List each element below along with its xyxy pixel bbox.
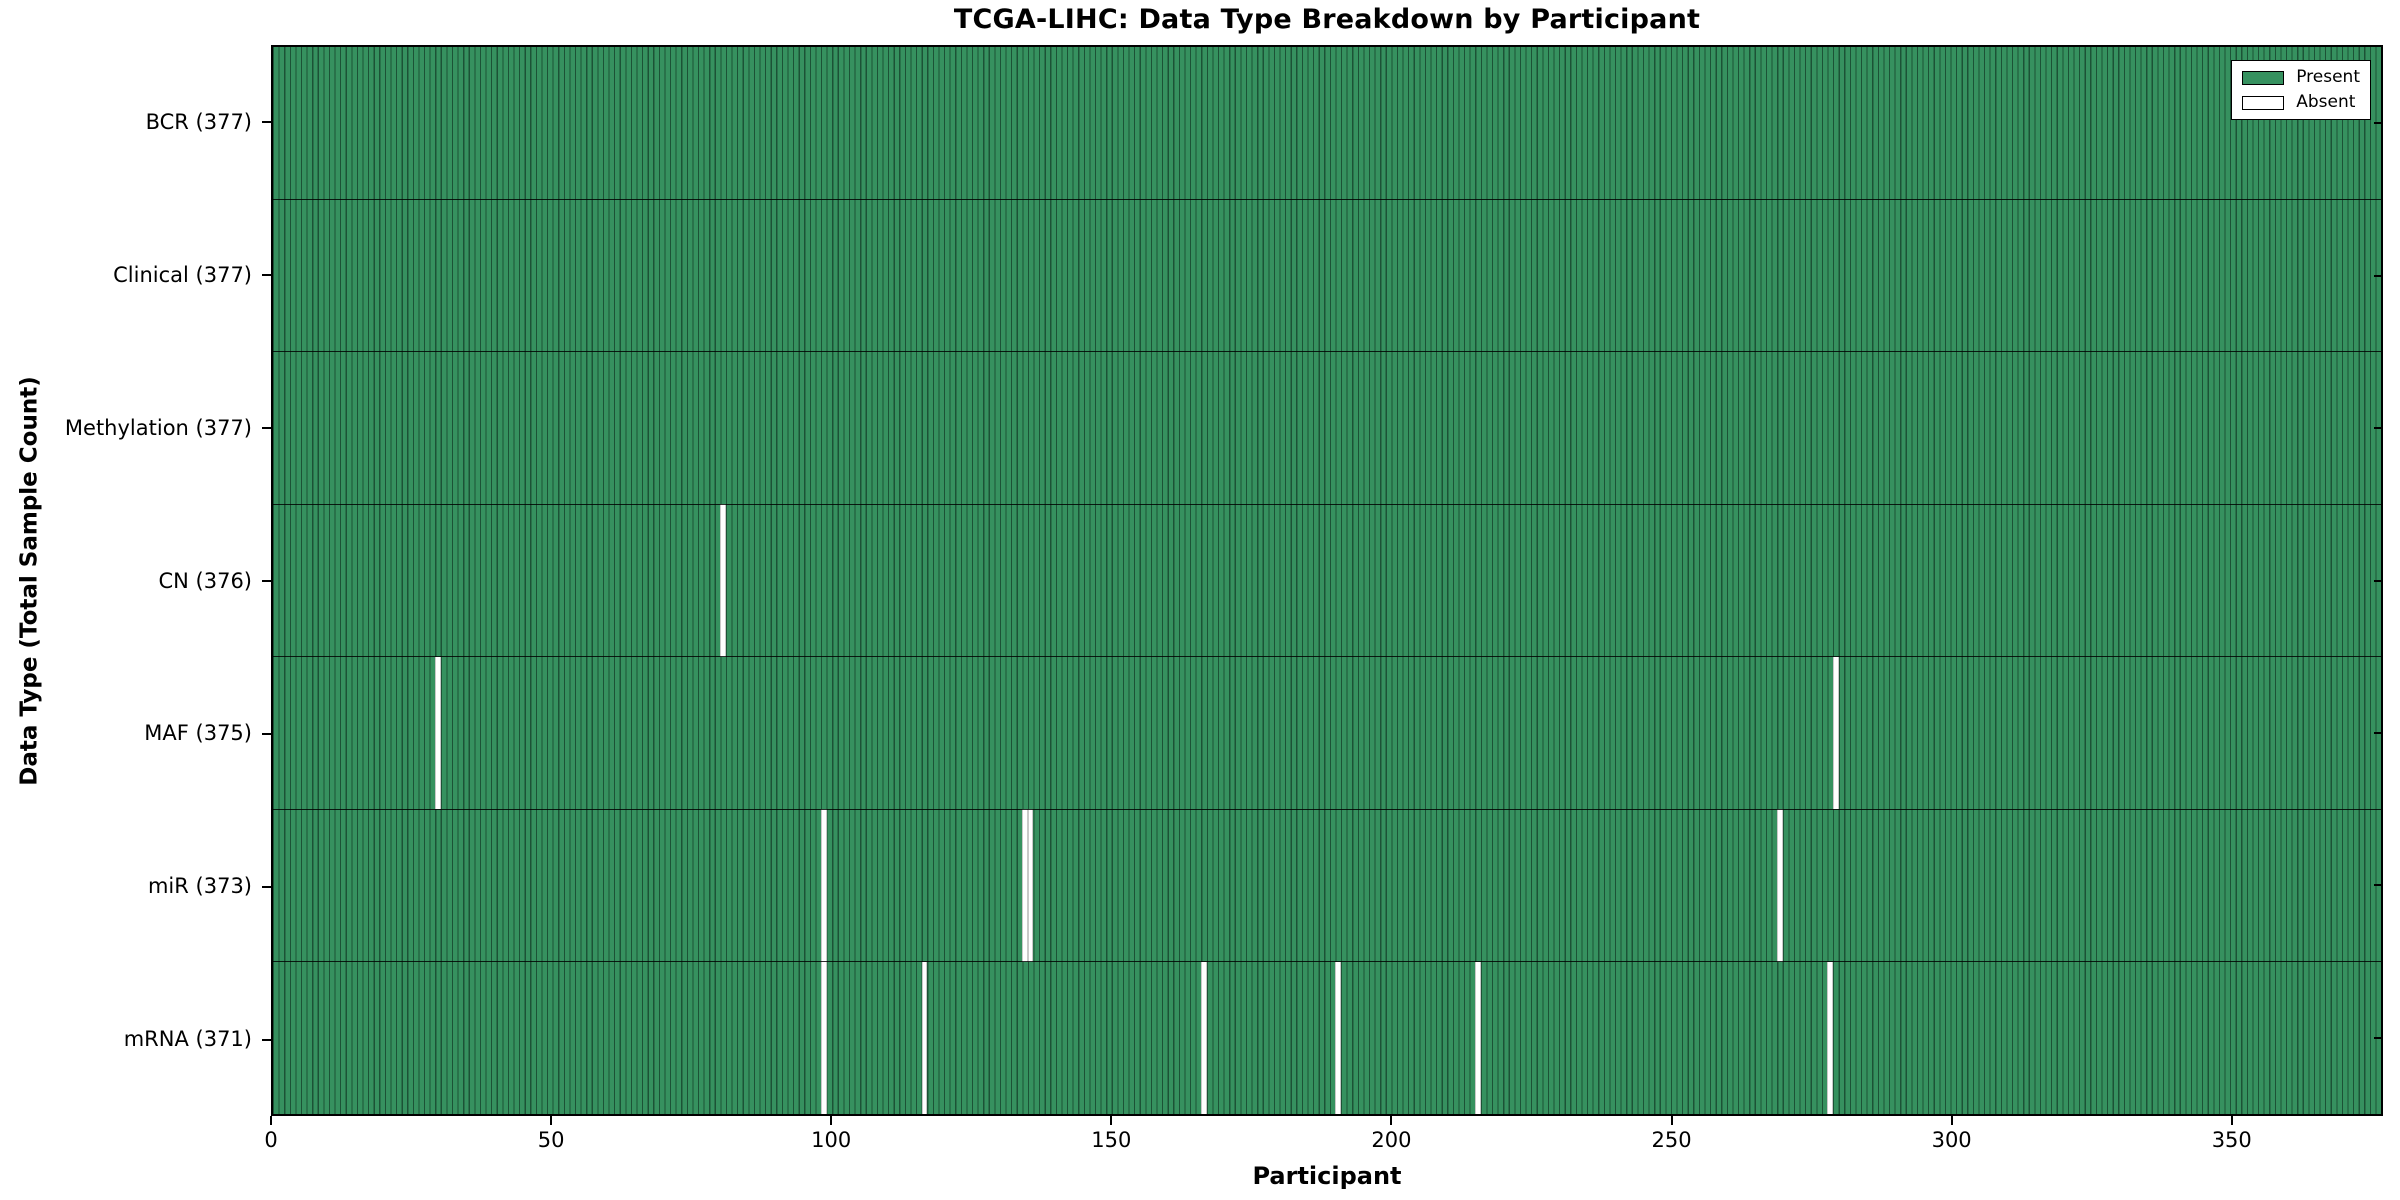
x-tick-mark-250 <box>1670 1116 1673 1125</box>
x-tick-label-200: 200 <box>1371 1128 1412 1152</box>
present-swatch-icon <box>2242 70 2285 85</box>
absent-gap-mrna-215 <box>1475 961 1481 1114</box>
absent-gap-cn-80 <box>720 504 726 657</box>
right-tick-mark <box>2374 884 2381 887</box>
absent-gap-mrna-166 <box>1201 961 1207 1114</box>
y-tick-mark <box>262 120 271 123</box>
absent-gap-mir-135 <box>1027 809 1034 962</box>
row-divider <box>273 961 2381 963</box>
legend-item-absent: Absent <box>2242 94 2360 111</box>
y-tick-mark <box>262 885 271 888</box>
absent-gap-mir-134 <box>1022 809 1028 962</box>
y-tick-mark <box>262 579 271 582</box>
x-tick-label-300: 300 <box>1931 1128 1972 1152</box>
y-tick-mark <box>262 732 271 735</box>
chart-title: TCGA-LIHC: Data Type Breakdown by Partic… <box>953 4 1701 35</box>
absent-gap-maf-29 <box>435 656 441 810</box>
x-tick-mark-50 <box>550 1116 553 1125</box>
legend-label-absent: Absent <box>2296 92 2356 112</box>
x-tick-mark-0 <box>270 1116 272 1125</box>
x-tick-label-250: 250 <box>1651 1128 1692 1152</box>
x-tick-mark-100 <box>830 1116 833 1125</box>
x-tick-label-100: 100 <box>811 1128 852 1152</box>
absent-gap-maf-279 <box>1833 656 1839 810</box>
legend: Present Absent <box>2231 60 2371 120</box>
row-divider <box>273 808 2381 810</box>
y-tick-label-bcr: BCR (377) <box>145 109 252 134</box>
x-tick-label-50: 50 <box>537 1128 565 1152</box>
y-tick-label-methylation: Methylation (377) <box>64 415 252 440</box>
row-divider <box>273 656 2381 658</box>
y-tick-mark <box>262 426 271 429</box>
y-tick-label-maf: MAF (375) <box>144 721 252 746</box>
absent-gap-mrna-278 <box>1827 961 1834 1114</box>
row-divider <box>273 503 2381 505</box>
right-tick-mark <box>2374 122 2381 125</box>
y-tick-label-clinical: Clinical (377) <box>113 262 252 287</box>
right-tick-mark <box>2374 1036 2381 1039</box>
y-tick-label-mrna: mRNA (371) <box>123 1027 252 1052</box>
absent-gap-mir-98 <box>820 809 827 962</box>
legend-item-present: Present <box>2242 69 2360 86</box>
x-tick-mark-300 <box>1950 1116 1953 1125</box>
y-axis-labels: BCR (377) Clinical (377) Methylation (377)… <box>0 45 262 1116</box>
y-tick-mark <box>262 273 271 276</box>
right-tick-mark <box>2374 731 2381 734</box>
right-tick-mark <box>2374 427 2381 430</box>
x-tick-mark-200 <box>1390 1116 1393 1125</box>
absent-gap-mir-269 <box>1777 809 1783 962</box>
plot-area: Present Absent <box>271 45 2383 1116</box>
x-tick-mark-350 <box>2230 1116 2233 1125</box>
y-tick-mark <box>262 1038 271 1041</box>
x-tick-mark-150 <box>1110 1116 1113 1125</box>
row-divider <box>273 351 2381 353</box>
absent-gap-mrna-98 <box>820 961 827 1114</box>
x-axis-ticks: 0 50 100 150 200 250 300 350 <box>264 1116 2383 1160</box>
x-tick-label-150: 150 <box>1091 1128 1132 1152</box>
x-tick-label-0: 0 <box>264 1128 278 1152</box>
right-tick-mark <box>2374 579 2381 582</box>
legend-label-present: Present <box>2296 67 2360 87</box>
absent-gap-mrna-190 <box>1335 961 1341 1114</box>
absent-swatch-icon <box>2242 95 2285 110</box>
y-tick-label-mir: miR (373) <box>147 874 252 899</box>
absent-gap-mrna-116 <box>921 961 928 1114</box>
x-tick-label-350: 350 <box>2211 1128 2252 1152</box>
row-divider <box>273 198 2381 200</box>
right-tick-mark <box>2374 274 2381 277</box>
y-tick-label-cn: CN (376) <box>158 568 252 593</box>
x-axis-title: Participant <box>1252 1162 1402 1190</box>
